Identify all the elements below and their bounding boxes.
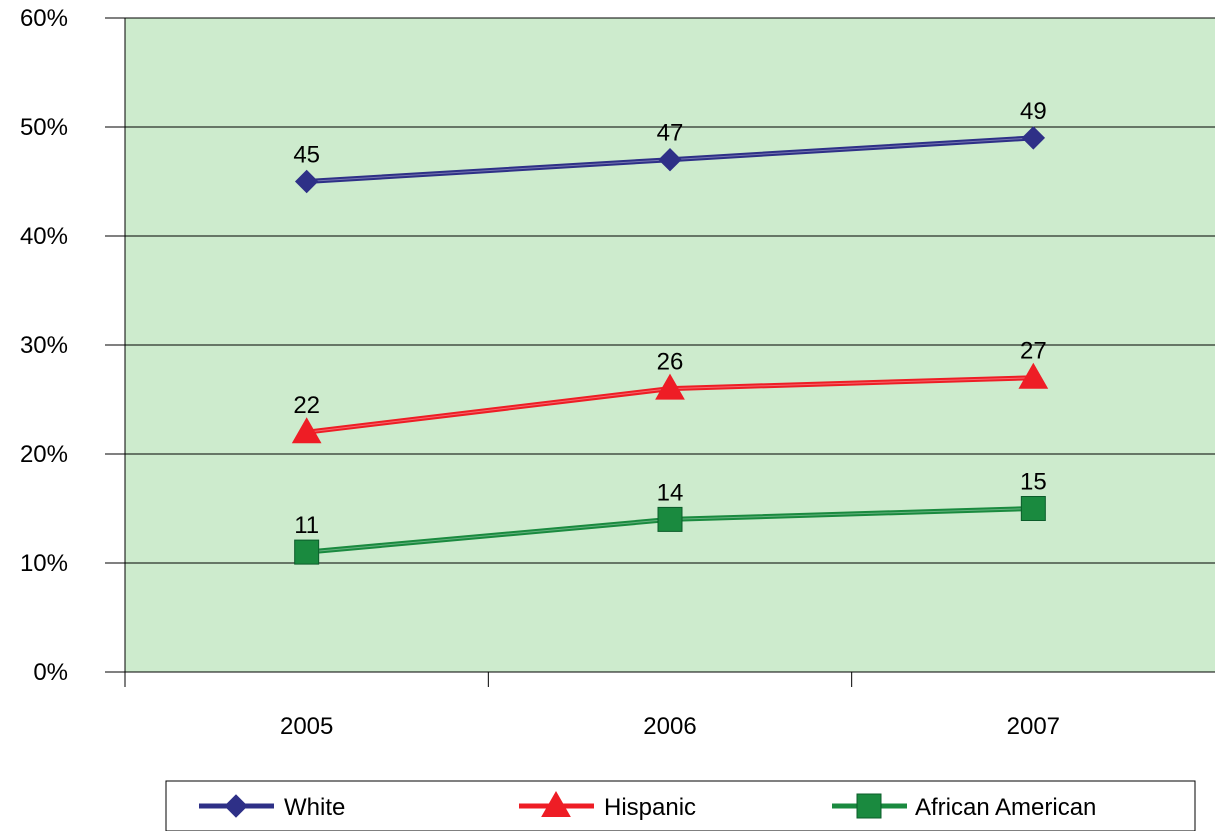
legend-marker-african-american xyxy=(856,793,882,819)
y-tick-label: 20% xyxy=(20,441,68,468)
data-point-african-american xyxy=(1020,496,1046,521)
y-tick-label: 0% xyxy=(33,659,68,686)
x-tick-label: 2007 xyxy=(1007,713,1060,740)
data-point-white xyxy=(294,169,319,194)
y-axis-ticks: 0% 10% 20% 30% 40% 50% 60% xyxy=(20,5,125,686)
legend-box xyxy=(165,780,1196,831)
y-tick-label: 30% xyxy=(20,332,68,359)
data-label-hispanic: 22 xyxy=(293,392,320,419)
legend-marker-white xyxy=(224,794,248,818)
data-label-hispanic: 26 xyxy=(657,349,684,376)
x-tick-label: 2006 xyxy=(643,713,696,740)
data-point-african-american xyxy=(657,506,683,532)
series-group: 45 47 49 22 26 27 11 14 15 xyxy=(291,98,1049,565)
legend-marker-hispanic xyxy=(541,790,571,817)
y-tick-label: 40% xyxy=(20,223,68,250)
data-label-hispanic: 27 xyxy=(1020,338,1047,365)
legend-label-african-american: African American xyxy=(915,794,1096,821)
y-tick-label: 50% xyxy=(20,114,68,141)
data-label-white: 47 xyxy=(657,120,684,147)
data-label-african-american: 11 xyxy=(294,512,319,539)
x-axis-ticks: 2005 2006 2007 xyxy=(124,672,1060,740)
data-label-african-american: 14 xyxy=(657,479,684,506)
data-point-white xyxy=(658,147,682,172)
legend: White Hispanic African American xyxy=(165,780,1196,831)
data-label-white: 49 xyxy=(1020,98,1047,125)
data-label-white: 45 xyxy=(293,142,320,169)
x-tick-label: 2005 xyxy=(280,713,333,740)
data-point-hispanic xyxy=(291,417,322,444)
series-hispanic: 22 26 27 xyxy=(291,338,1049,444)
legend-label-hispanic: Hispanic xyxy=(604,794,696,821)
y-tick-label: 60% xyxy=(20,5,68,32)
series-white: 45 47 49 xyxy=(293,98,1047,194)
data-point-hispanic xyxy=(1018,362,1049,389)
legend-label-white: White xyxy=(284,794,345,821)
y-tick-label: 10% xyxy=(20,550,68,577)
data-point-african-american xyxy=(294,539,320,565)
data-label-african-american: 15 xyxy=(1020,469,1047,496)
data-point-hispanic xyxy=(655,373,685,400)
series-african-american: 11 14 15 xyxy=(294,469,1047,565)
data-point-white xyxy=(1021,126,1046,150)
